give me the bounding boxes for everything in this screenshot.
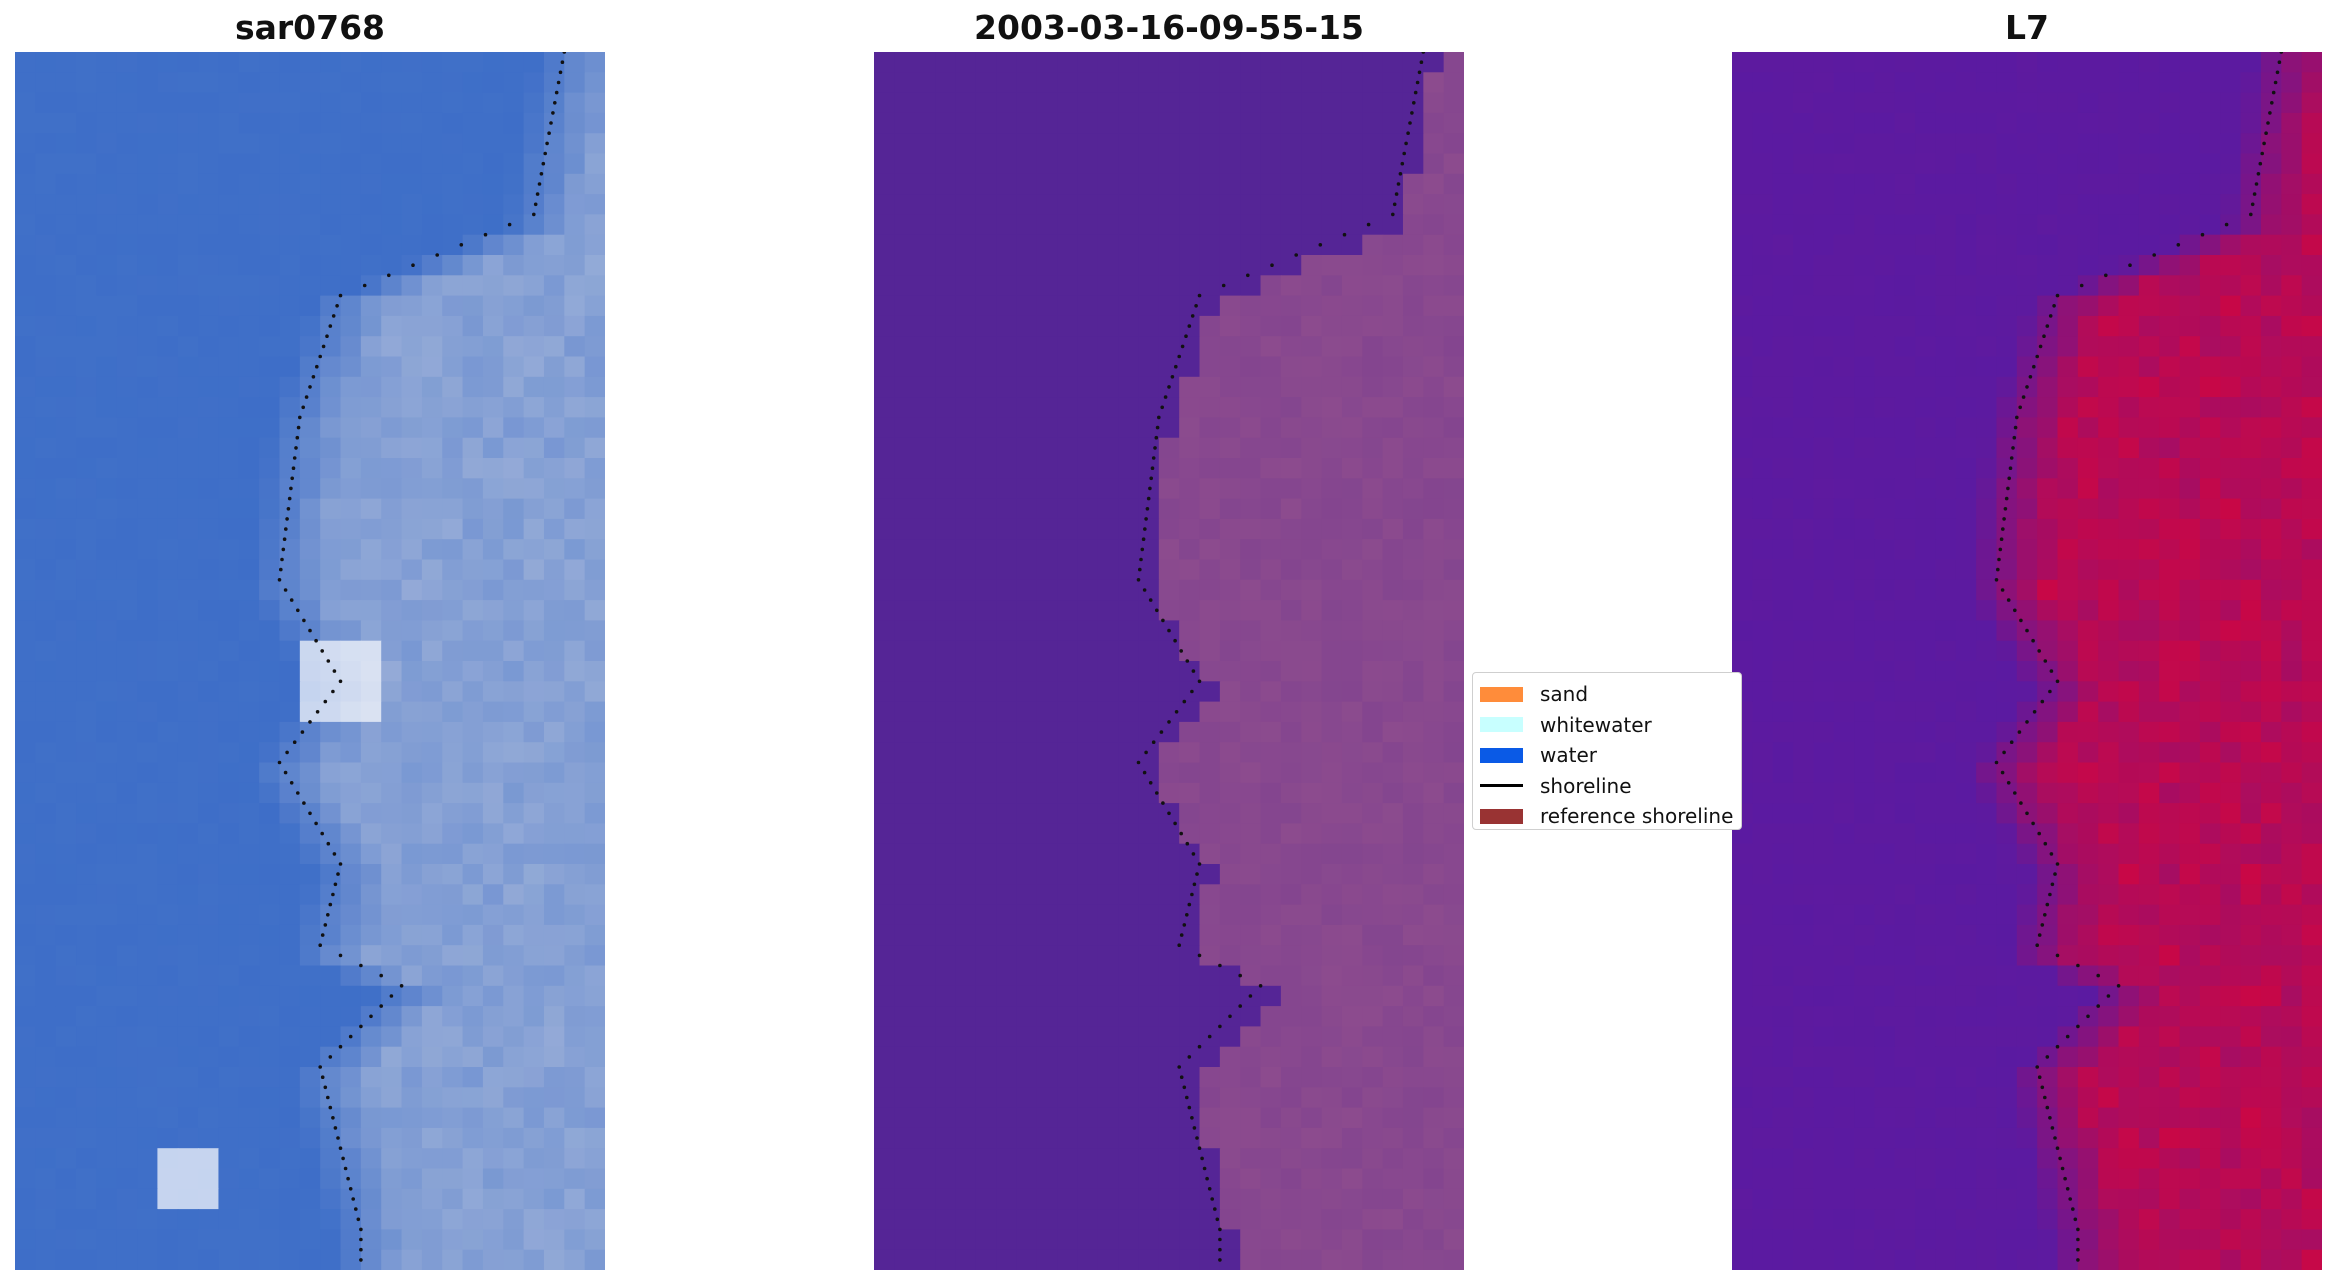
legend-item-whitewater: whitewater bbox=[1480, 710, 1741, 741]
index-image-panel bbox=[1732, 52, 2322, 1270]
legend-item-shoreline: shoreline bbox=[1480, 771, 1741, 802]
legend-label-reference-shoreline: reference shoreline bbox=[1540, 804, 1734, 829]
classified-image-panel bbox=[874, 52, 1464, 1270]
pixel-grid bbox=[1732, 52, 2322, 1270]
shoreline-dots bbox=[1994, 52, 2284, 1262]
legend-label-whitewater: whitewater bbox=[1540, 712, 1652, 737]
panel-title-classified: 2003-03-16-09-55-15 bbox=[974, 8, 1364, 47]
shoreline-dots bbox=[277, 52, 567, 1262]
legend-label-water: water bbox=[1540, 743, 1597, 768]
rgb-image-panel bbox=[15, 52, 605, 1270]
legend: sand whitewater water shoreline referenc… bbox=[1472, 672, 1742, 830]
legend-swatch-water bbox=[1480, 747, 1523, 763]
legend-item-sand: sand bbox=[1480, 679, 1741, 710]
legend-swatch-whitewater bbox=[1480, 717, 1523, 733]
legend-label-sand: sand bbox=[1540, 682, 1589, 707]
legend-item-reference-shoreline: reference shoreline bbox=[1480, 801, 1741, 829]
legend-swatch-reference-shoreline bbox=[1480, 808, 1523, 824]
legend-item-water: water bbox=[1480, 740, 1741, 771]
shoreline-dots bbox=[1136, 52, 1426, 1262]
legend-swatch-sand bbox=[1480, 686, 1523, 702]
rgb-image bbox=[15, 52, 605, 1270]
pixel-grid bbox=[15, 52, 605, 1270]
panel-title-index: L7 bbox=[2005, 8, 2049, 47]
legend-swatch-shoreline bbox=[1480, 784, 1523, 788]
pixel-grid bbox=[874, 52, 1464, 1270]
panel-title-rgb: sar0768 bbox=[234, 8, 386, 47]
classified-image bbox=[874, 52, 1464, 1270]
index-image bbox=[1732, 52, 2322, 1270]
legend-label-shoreline: shoreline bbox=[1540, 773, 1632, 798]
